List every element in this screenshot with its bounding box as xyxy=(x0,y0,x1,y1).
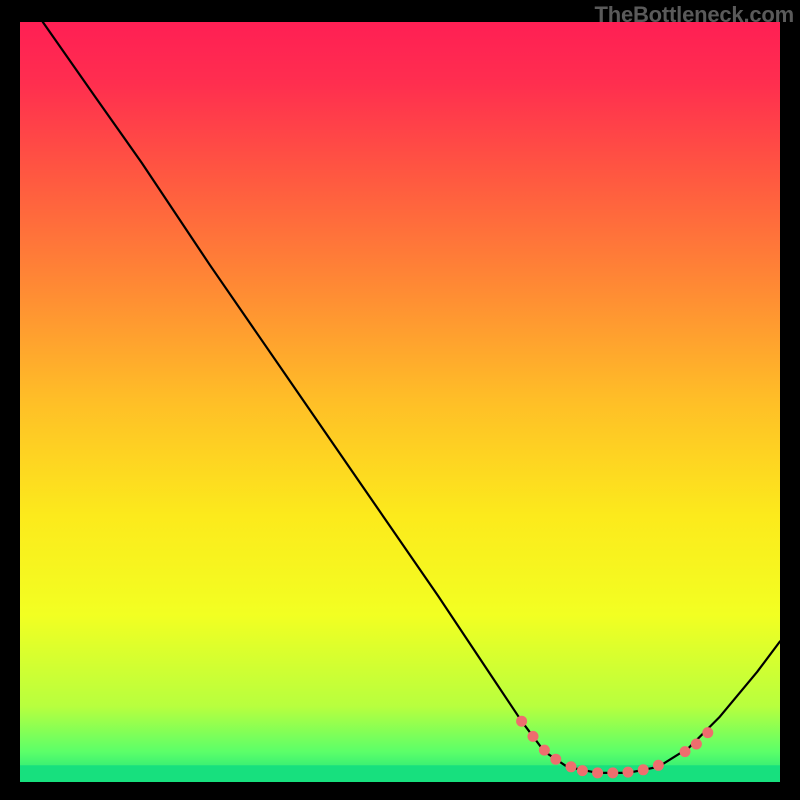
curve-marker-dot xyxy=(539,745,549,755)
watermark-label: TheBottleneck.com xyxy=(594,2,794,28)
curve-marker-dot xyxy=(566,762,576,772)
gradient-chart-svg xyxy=(0,0,800,800)
curve-marker-dot xyxy=(551,754,561,764)
curve-marker-dot xyxy=(593,768,603,778)
chart-stage: TheBottleneck.com xyxy=(0,0,800,800)
curve-marker-dot xyxy=(653,760,663,770)
curve-marker-dot xyxy=(517,716,527,726)
curve-marker-dot xyxy=(577,766,587,776)
plot-background xyxy=(20,22,780,782)
curve-marker-dot xyxy=(623,767,633,777)
curve-marker-dot xyxy=(703,728,713,738)
curve-marker-dot xyxy=(691,739,701,749)
curve-marker-dot xyxy=(638,765,648,775)
curve-marker-dot xyxy=(608,768,618,778)
green-band xyxy=(20,765,780,782)
curve-marker-dot xyxy=(528,731,538,741)
curve-marker-dot xyxy=(680,747,690,757)
